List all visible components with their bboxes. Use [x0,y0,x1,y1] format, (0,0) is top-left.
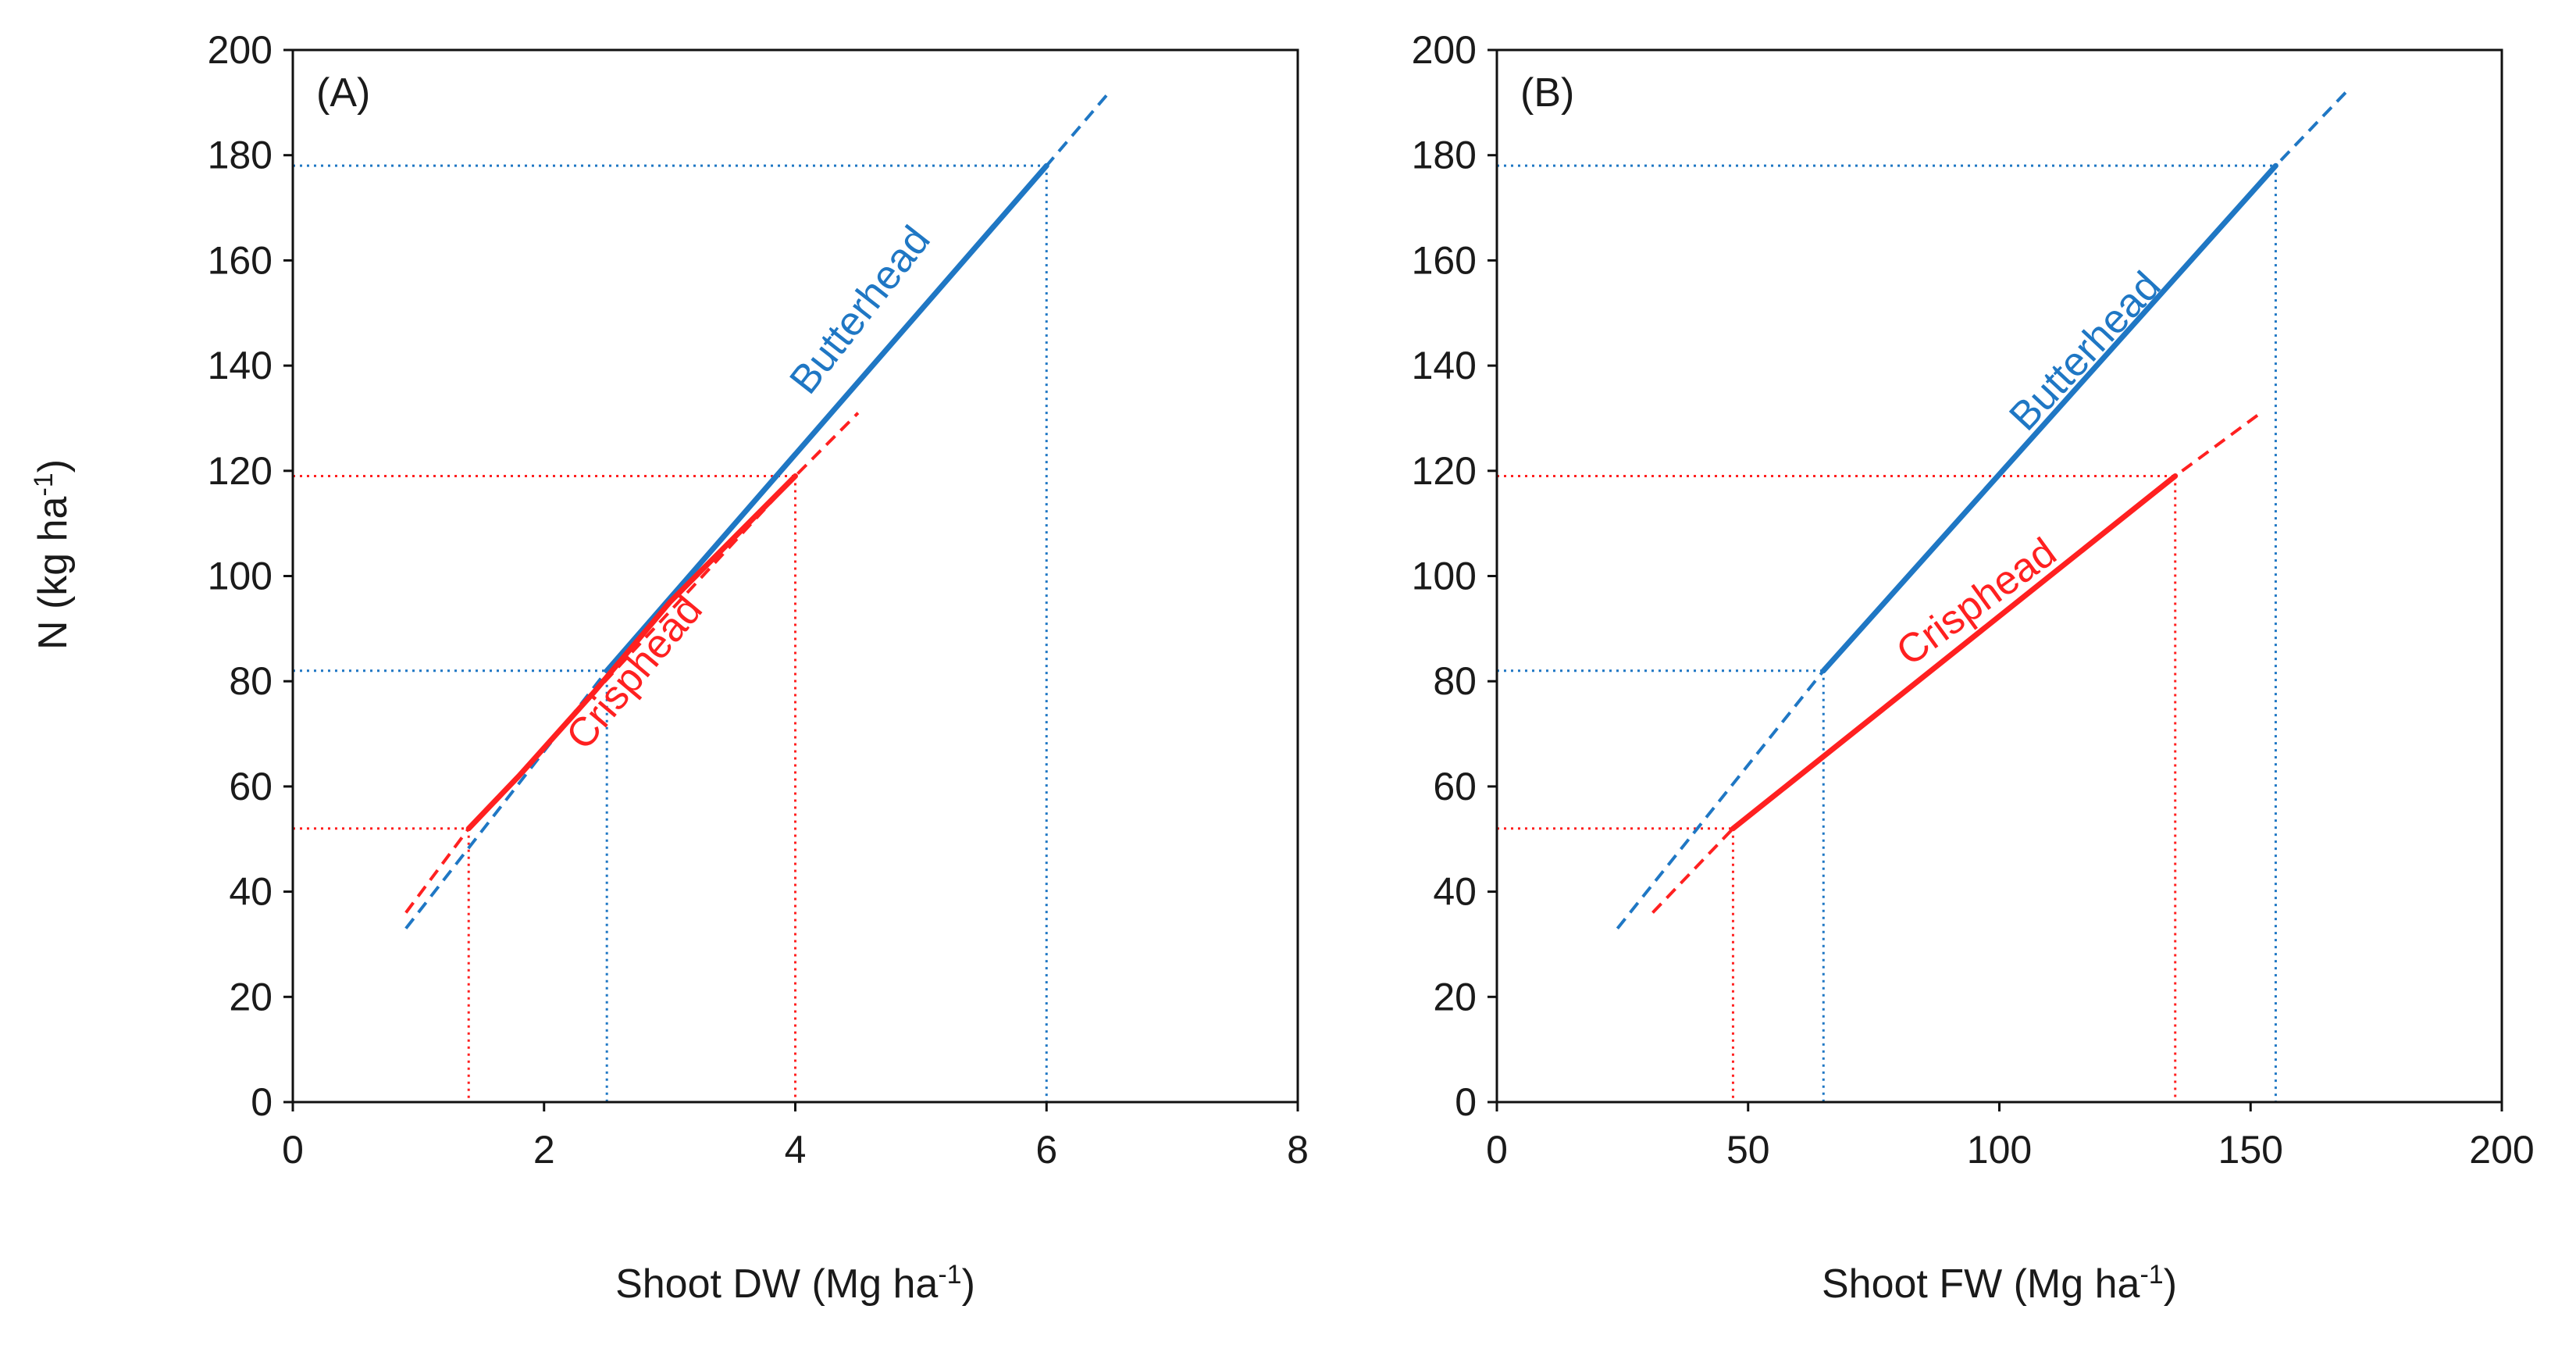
panel-b-x-axis-title-close: ) [2164,1261,2177,1307]
panel-a-y-tick-label-0: 0 [251,1080,273,1124]
panel-a-y-tick-label-1: 20 [229,975,273,1019]
panel-b-y-tick-label-8: 160 [1412,238,1477,282]
panel-a-x-axis-title-sup: -1 [938,1260,961,1290]
panel-a-x-axis-title-main: Shoot DW (Mg ha [615,1261,938,1307]
panel-b-y-tick-label-3: 60 [1433,765,1477,808]
panel-b: Butterhead Crisphead 0 20 40 60 80 100 120 140 160… [1412,28,2535,1307]
panel-b-crisphead-line [1730,473,2179,832]
panel-b-x-axis-title: Shoot FW (Mg ha-1) [1822,1260,2177,1307]
panel-b-x-tick-label-3: 150 [2218,1128,2283,1172]
panel-b-x-tick-label-4: 200 [2469,1128,2534,1172]
panel-b-x-tick-label-0: 0 [1486,1128,1508,1172]
panel-a-x-axis-title: Shoot DW (Mg ha-1) [615,1260,975,1307]
panel-b-label: (B) [1520,70,1574,116]
panel-a-x-tick-label-4: 8 [1287,1128,1309,1172]
panel-a-label: (A) [316,70,370,116]
panel-b-butterhead-line [1820,162,2278,674]
panel-b-crisphead-label: Crisphead [1888,530,2065,675]
panel-a-butterhead-label: Butterhead [781,218,939,402]
panel-a-y-tick-label-3: 60 [229,765,273,808]
panel-a-y-tick-label-8: 160 [208,238,273,282]
panel-a-x-tick-label-3: 6 [1035,1128,1057,1172]
panel-b-x-axis-title-main: Shoot FW (Mg ha [1822,1261,2140,1307]
panel-a-y-tick-label-10: 200 [208,28,273,72]
panel-a-x-axis-title-close: ) [962,1261,975,1307]
panel-a: ButterheadCrisphead020406080100120140160… [208,28,1309,1307]
panel-a-x-tick-label-0: 0 [282,1128,304,1172]
y-axis-title: N (kg ha-1) [29,459,76,650]
panel-a-y-tick-label-4: 80 [229,659,273,703]
panel-b-x-axis-title-sup: -1 [2140,1260,2163,1290]
panel-b-y-tick-label-5: 100 [1412,555,1477,598]
panel-b-butterhead-extrapolated-line [1616,91,2347,929]
panel-b-y-tick-label-10: 200 [1412,28,1477,72]
panel-b-crisphead-extrapolated-line [1651,412,2262,914]
panel-b-x-tick-label-2: 100 [1967,1128,2032,1172]
panel-a-y-tick-label-2: 40 [229,870,273,914]
panel-b-y-tick-label-7: 140 [1412,344,1477,387]
panel-b-y-tick-label-2: 40 [1433,870,1477,914]
panel-a-y-tick-label-9: 180 [208,134,273,177]
panel-a-y-tick-label-7: 140 [208,344,273,387]
panel-b-butterhead-label: Butterhead [2001,263,2169,440]
panel-b-y-tick-label-4: 80 [1433,659,1477,703]
panel-a-x-tick-label-1: 2 [533,1128,555,1172]
panel-a-crisphead-label: Crisphead [558,587,711,758]
panel-b-y-tick-label-0: 0 [1455,1080,1477,1124]
panel-a-butterhead-line [604,162,1049,674]
y-axis-title-main: N (kg ha [30,496,76,650]
panel-b-y-tick-label-6: 120 [1412,449,1477,493]
panel-a-crisphead-extrapolated-line [404,412,860,914]
y-axis-title-close: ) [30,459,76,473]
panel-a-x-tick-label-2: 4 [785,1128,807,1172]
panel-b-x-tick-label-1: 50 [1726,1128,1770,1172]
y-axis-title-sup: -1 [29,473,59,496]
panel-a-crisphead-line [465,473,798,832]
panel-a-y-tick-label-6: 120 [208,449,273,493]
panel-a-y-tick-label-5: 100 [208,555,273,598]
panel-b-y-tick-label-1: 20 [1433,975,1477,1019]
panel-b-y-tick-label-9: 180 [1412,134,1477,177]
